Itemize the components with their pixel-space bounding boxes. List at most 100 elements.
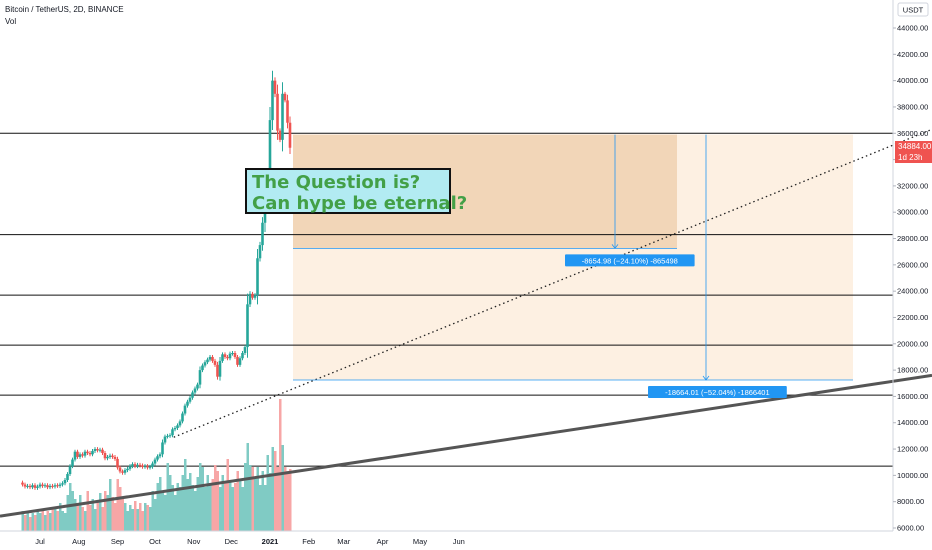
candle-body (223, 354, 227, 357)
volume-bar (191, 485, 194, 531)
volume-bar (221, 475, 224, 531)
candle-body (243, 347, 247, 353)
horizontal-levels (0, 132, 893, 467)
candle-body (91, 451, 94, 455)
candle-body (146, 466, 149, 468)
volume-bar (281, 445, 284, 531)
candle-body (118, 467, 122, 472)
volume-bar (251, 467, 254, 531)
price-axis[interactable]: USDT 6000.00 8000.00 10000.00 12000.00 14000.… (892, 0, 929, 533)
price-tick-label: 24000.00 (897, 287, 928, 296)
measure-tools: -8654.98 (−24.10%) -865498 -18664.01 (−52… (293, 134, 853, 398)
volume-bar (116, 479, 119, 531)
candle-body (71, 459, 74, 467)
time-axis[interactable]: Jul Aug Sep Oct Nov Dec 2021 Feb Mar Apr May Jun (0, 530, 893, 546)
volume-bar (89, 505, 92, 531)
volume-bar (231, 487, 234, 531)
volume-bar (44, 515, 47, 531)
candle-body (41, 484, 44, 486)
candle-body (51, 485, 54, 487)
price-tick-label: 42000.00 (897, 50, 928, 59)
candle-body (21, 482, 24, 485)
volume-bar (56, 511, 59, 531)
candle-body (63, 479, 67, 484)
volume-bar (169, 475, 172, 531)
volume-bar (266, 455, 269, 531)
price-tick-label: 32000.00 (897, 181, 928, 190)
candle-body (196, 384, 199, 389)
candle-body (278, 130, 282, 140)
time-tick-label: Dec (225, 537, 239, 546)
volume-bar (91, 499, 94, 531)
candle-body (126, 468, 129, 471)
candle-body (191, 392, 194, 398)
volume-bar (179, 487, 182, 531)
volume-bar (149, 507, 152, 531)
candle-body (198, 370, 202, 385)
volume-bar (274, 451, 277, 531)
candle-body (86, 451, 89, 453)
volume-bar (31, 513, 34, 531)
volume-bar (244, 463, 247, 531)
volume-bar (204, 487, 207, 531)
trendline-dotted (173, 128, 932, 438)
volume-bar (246, 443, 249, 531)
candle-body (121, 471, 124, 473)
candle-body (183, 405, 187, 414)
volume-bar (64, 513, 67, 531)
trendlines (0, 128, 932, 518)
volume-bar (271, 447, 274, 531)
volume-bar (139, 503, 142, 531)
candle-body (221, 354, 224, 361)
candle-body (48, 485, 52, 488)
candle-body (76, 451, 79, 457)
candle-body (108, 455, 112, 457)
volume-bar (76, 503, 79, 531)
candle-body (38, 484, 42, 487)
price-tick-label: 6000.00 (897, 524, 924, 533)
candle-body (206, 359, 209, 363)
candle-body (23, 484, 27, 487)
candle-body (283, 93, 287, 101)
candle-body (98, 449, 102, 451)
candle-body (128, 466, 132, 469)
volume-bar (94, 509, 97, 531)
candle-body (106, 456, 109, 459)
candle-body (276, 93, 279, 131)
price-tick-label: 38000.00 (897, 102, 928, 111)
volume-bar (24, 515, 27, 531)
candle-body (228, 353, 232, 359)
volume-bar (184, 459, 187, 531)
candle-body (78, 454, 82, 457)
candle-body (248, 293, 252, 305)
volume-bar (34, 515, 37, 531)
time-tick-label: Mar (337, 537, 350, 546)
candle-body (151, 463, 154, 467)
price-tick-label: 12000.00 (897, 445, 928, 454)
volume-bar (121, 499, 124, 531)
candle-body (201, 365, 204, 371)
volume-bar (224, 483, 227, 531)
candle-body (236, 356, 239, 365)
volume-bar (211, 479, 214, 531)
volume-bar (59, 503, 62, 531)
volume-bar (256, 467, 259, 531)
volume-bar (104, 491, 107, 531)
price-tick-label: 14000.00 (897, 418, 928, 427)
candle-body (83, 451, 87, 456)
candle-body (101, 449, 104, 453)
price-tick-label: 20000.00 (897, 339, 928, 348)
volume-bar (79, 495, 82, 531)
candle-body (136, 464, 139, 467)
volume-indicator-label: Vol (5, 17, 17, 26)
volume-bar (21, 511, 24, 531)
candle-body (148, 466, 152, 468)
candle-body (193, 388, 197, 393)
price-tick-label: 36000.00 (897, 129, 928, 138)
time-tick-label: May (413, 537, 427, 546)
candle-body (268, 120, 272, 173)
volume-bar (261, 471, 264, 531)
volume-bar (219, 487, 222, 531)
annotation-box[interactable]: The Question is? Can hype be eternal? (245, 168, 467, 214)
